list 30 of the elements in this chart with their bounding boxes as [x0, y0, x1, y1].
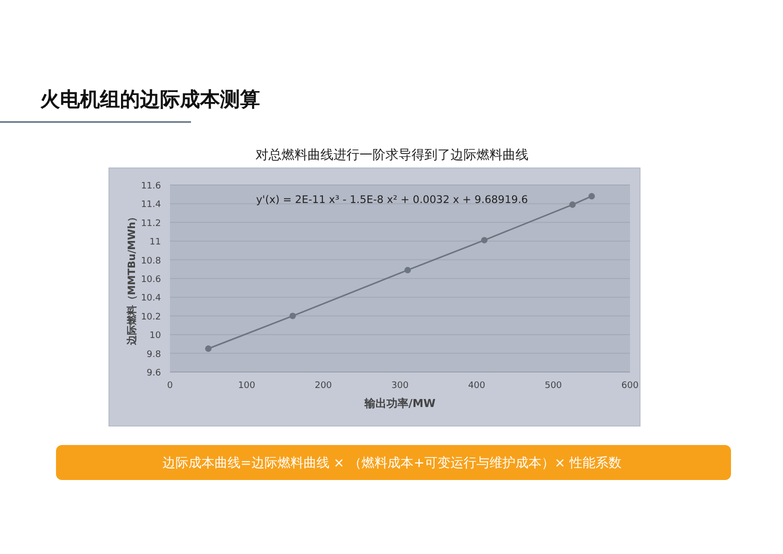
y-tick-label: 11.4	[140, 200, 162, 210]
point	[481, 236, 488, 244]
point	[569, 201, 576, 208]
y-tick-label: 10.4	[140, 294, 162, 304]
point	[205, 345, 212, 352]
y-tick-label: 9.8	[146, 350, 162, 360]
y-tick-label: 11.2	[140, 218, 161, 229]
y-tick-label: 10.6	[140, 275, 162, 285]
y-tick-label: 10.8	[140, 256, 162, 266]
x-tick-label: 200	[314, 381, 332, 391]
y-tick-label: 9.6	[146, 368, 162, 378]
point	[289, 312, 296, 320]
point	[404, 266, 411, 274]
x-tick-label: 0	[167, 381, 174, 391]
y-tick-label: 10	[150, 331, 162, 342]
x-tick-label: 100	[238, 381, 256, 391]
point	[588, 193, 595, 200]
y-tick-label: 11	[150, 238, 161, 248]
x-tick-label: 500	[544, 381, 562, 391]
chart-title: 火电机组的边际成本测算	[40, 87, 260, 111]
chart-subtitle: 对总燃料曲线进行一阶求导得到了边际燃料曲线	[256, 148, 528, 163]
annotation: y'(x) = 2E-11 x³ - 1.5E-8 x² + 0.0032 x + 9.68919.6	[256, 194, 528, 206]
x-tick-label: 400	[468, 381, 486, 391]
x-tick-label: 300	[391, 381, 409, 391]
x-tick-label: 600	[621, 381, 639, 391]
x-axis-title: 输出功率/MW	[363, 397, 436, 410]
y-tick-label: 10.2	[140, 312, 161, 322]
y-axis-title: 边际燃料（MMTBu/MWh）	[126, 212, 138, 346]
text: 边际成本曲线=边际燃料曲线 × （燃料成本+可变运行与维护成本）× 性能系数	[162, 456, 622, 471]
y-tick-label: 11.6	[140, 182, 162, 192]
